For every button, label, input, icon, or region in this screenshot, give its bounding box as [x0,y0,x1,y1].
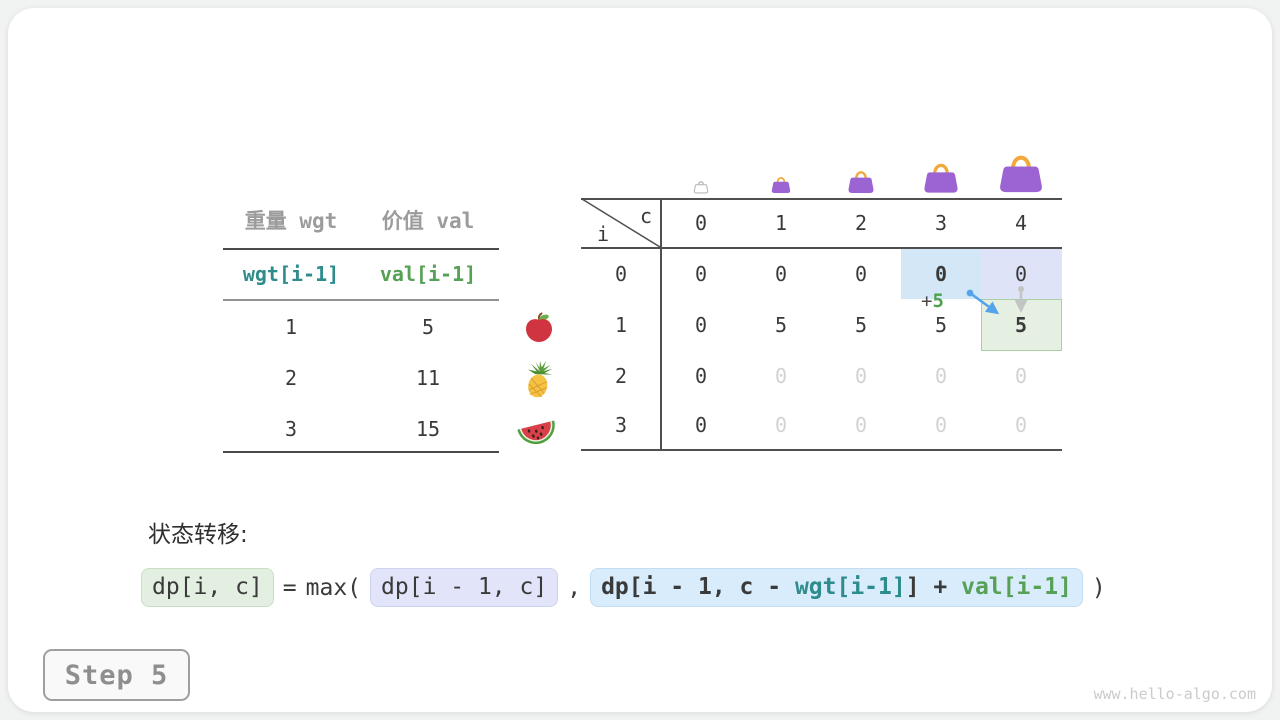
dp-cell-0-2: 0 [854,262,868,286]
dp-cell-1-3: 5 [934,313,948,337]
dp-col-header-4: 4 [1014,211,1028,235]
bag-capacity-2-icon [848,171,874,193]
annotation-plus-sign: + [921,290,933,312]
dp-col-header-2: 2 [854,211,868,235]
dp-row-header-3: 3 [614,413,628,437]
items-table-mid-rule [223,299,499,301]
dp-cell-1-4: 5 [1014,313,1028,337]
apple-icon [526,312,552,342]
formula-arg2-prefix: dp[i - 1, c - [601,574,795,600]
dp-cell-2-0: 0 [694,364,708,388]
dp-cell-2-3: 0 [934,364,948,388]
bag-capacity-4-icon [1000,155,1042,193]
bag-capacity-0-icon [693,181,709,194]
transition-add-annotation: +5 [921,290,944,312]
formula-lhs-box: dp[i, c] [141,568,274,608]
dp-row-variable: i [596,222,610,246]
dp-cell-1-2: 5 [854,313,868,337]
items-col2-subheader: val[i-1] [379,262,477,286]
formula-arg1-box: dp[i - 1, c] [370,568,559,608]
dp-cell-2-2: 0 [854,364,868,388]
pineapple-icon [527,360,553,398]
annotation-added-value: 5 [932,290,944,312]
items-col1-header: 重量 wgt [244,209,338,233]
dp-table-bottom-rule [581,449,1062,451]
formula-arg2-wgt-term: wgt[i-1] [794,574,906,600]
dp-cell-0-0: 0 [694,262,708,286]
item-row2-value: 15 [415,417,441,441]
items-col2-header: 价值 val [381,209,475,233]
item-row0-weight: 1 [284,315,298,339]
items-table-bottom-rule [223,451,499,453]
dp-col-variable: c [639,204,653,228]
bag-capacity-3-icon [924,163,958,193]
dp-row-header-2: 2 [614,364,628,388]
dp-table-top-rule [581,198,1062,200]
items-table-top-rule [223,248,499,250]
dp-col-header-3: 3 [934,211,948,235]
state-transition-label: 状态转移: [148,522,248,548]
dp-cell-2-4: 0 [1014,364,1028,388]
dp-cell-1-0: 0 [694,313,708,337]
formula-close-paren: ) [1091,574,1106,601]
dp-cell-0-3: 0 [934,262,948,286]
dp-cell-2-1: 0 [774,364,788,388]
skip-item-arrow-gray [1014,286,1028,313]
watermelon-icon [517,420,555,445]
dp-cell-3-4: 0 [1014,413,1028,437]
dp-corner-diagonal [581,198,661,248]
dp-cell-3-0: 0 [694,413,708,437]
dp-table-header-rule [581,247,1062,249]
dp-cell-0-4: 0 [1014,262,1028,286]
step-button[interactable]: Step 5 [43,649,190,701]
watermark-url: www.hello-algo.com [1093,685,1256,703]
take-item-arrow-blue [966,289,1000,315]
formula-max-open: max( [305,574,362,601]
dp-col-header-0: 0 [694,211,708,235]
dp-col-header-1: 1 [774,211,788,235]
formula-equals: = [282,574,297,601]
dp-cell-0-1: 0 [774,262,788,286]
item-row1-weight: 2 [284,366,298,390]
dp-table-vertical-rule [660,198,662,450]
dp-cell-3-2: 0 [854,413,868,437]
item-row1-value: 11 [415,366,441,390]
item-row0-value: 5 [421,315,435,339]
formula-arg2-box: dp[i - 1, c - wgt[i-1]] + val[i-1] [590,568,1083,608]
dp-cell-3-1: 0 [774,413,788,437]
dp-row-header-0: 0 [614,262,628,286]
dp-row-header-1: 1 [614,313,628,337]
dp-cell-1-1: 5 [774,313,788,337]
transition-arrows [966,286,1028,315]
formula-arg2-val-term: val[i-1] [961,574,1072,600]
state-transition-formula: dp[i, c] = max( dp[i - 1, c] , dp[i - 1,… [141,568,1106,608]
dp-cell-3-3: 0 [934,413,948,437]
items-col1-subheader: wgt[i-1] [242,262,340,286]
formula-arg2-mid: ] + [905,574,962,600]
figure-card: 重量 wgt 价值 val wgt[i-1] val[i-1] 1 5 2 11… [8,8,1272,712]
bag-capacity-1-icon [771,176,791,193]
formula-comma: , [567,574,582,601]
item-row2-weight: 3 [284,417,298,441]
